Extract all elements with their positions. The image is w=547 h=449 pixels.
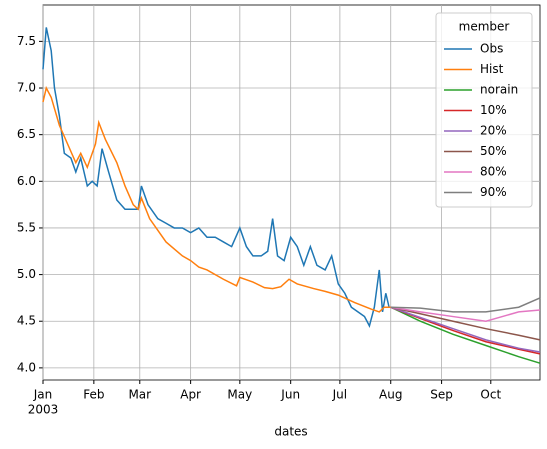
y-tick-label: 5.5 (17, 220, 36, 234)
x-tick-label: Sep (430, 388, 453, 402)
series-line (42, 27, 390, 328)
x-tick-label: Jun (280, 388, 300, 402)
y-tick-label: 7.0 (17, 81, 36, 95)
legend-title: member (459, 20, 510, 34)
y-tick-label: 4.0 (17, 360, 36, 374)
x-tick-label: Feb (83, 388, 104, 402)
x-tick-label: Jul (332, 388, 347, 402)
y-tick-label: 5.0 (17, 267, 36, 281)
series-line (390, 306, 541, 353)
x-tick-label: Jan (33, 388, 53, 402)
x-axis-label: dates (274, 425, 307, 439)
y-tick-label: 6.0 (17, 174, 36, 188)
y-tick-label: 6.5 (17, 127, 36, 141)
x-tick-label: Aug (379, 388, 402, 402)
legend-label: Hist (480, 62, 504, 76)
legend-label: norain (480, 83, 518, 97)
legend-label: 20% (480, 124, 507, 138)
series-line (390, 297, 541, 313)
legend-label: 90% (480, 185, 507, 199)
series-line (390, 306, 541, 341)
series-line (42, 85, 391, 313)
legend-box (435, 12, 533, 208)
legend-label: 10% (480, 103, 507, 117)
legend-label: Obs (480, 42, 503, 56)
year-label: 2003 (28, 403, 59, 417)
x-tick-label: Apr (180, 388, 201, 402)
x-tick-label: May (227, 388, 252, 402)
legend-label: 50% (480, 144, 507, 158)
legend-label: 80% (480, 165, 507, 179)
x-tick-label: Oct (480, 388, 501, 402)
y-tick-label: 4.5 (17, 314, 36, 328)
x-tick-label: Mar (128, 388, 151, 402)
y-tick-label: 7.5 (17, 34, 36, 48)
series-line (390, 306, 541, 364)
series-line (390, 306, 541, 322)
